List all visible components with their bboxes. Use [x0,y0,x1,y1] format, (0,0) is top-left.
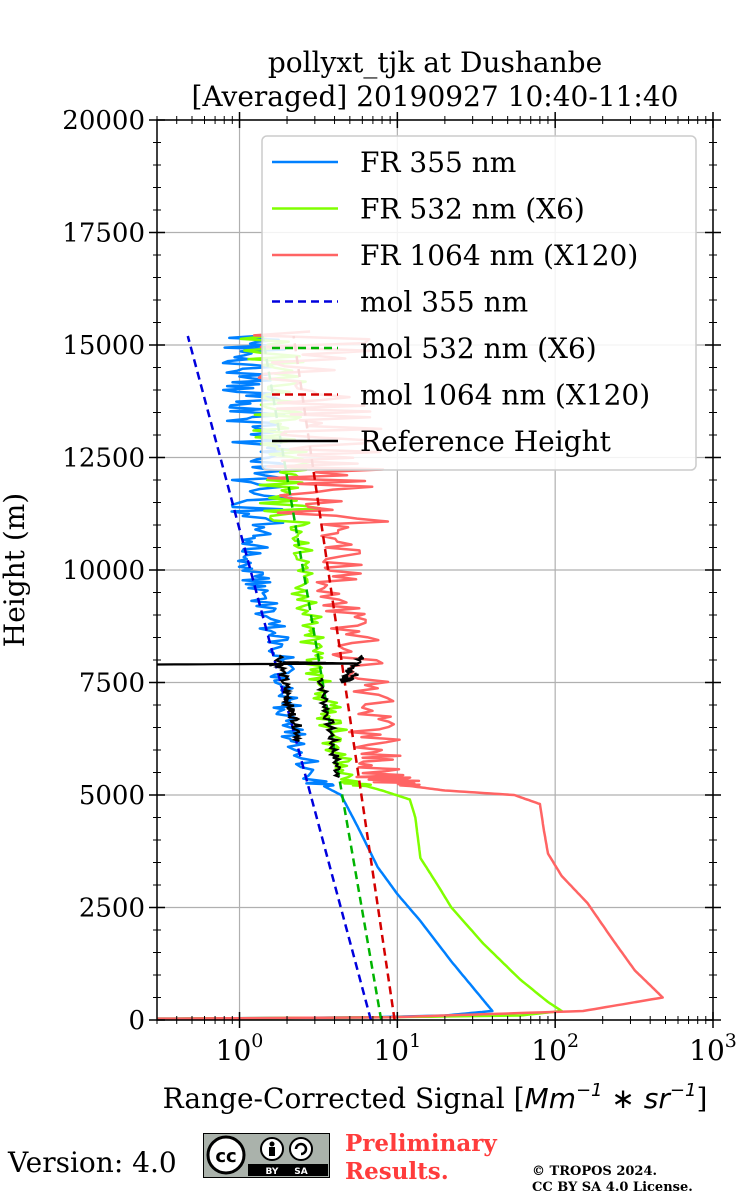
y-tick-label: 20000 [62,106,145,136]
cc-icon [206,1135,246,1175]
x-tick-label: 101 [373,1030,421,1067]
cc-sa-text: SA [294,1167,307,1177]
reference-height-segment [339,654,364,684]
x-tick-label: 102 [531,1030,579,1067]
preliminary-line1: Preliminary [345,1130,497,1157]
legend: FR 355 nm FR 532 nm (X6) FR 1064 nm (X120)… [261,135,697,471]
copyright-line2: CC BY SA 4.0 License. [532,1180,693,1195]
legend-label: mol 1064 nm (X120) [360,379,650,412]
preliminary-notice: Preliminary Results. [345,1130,497,1186]
sa-share-icon [289,1137,313,1161]
x-tick-label: 103 [689,1030,737,1067]
y-tick-labels: 0 2500 5000 7500 10000 12500 15000 17500 20000 [62,106,145,1036]
copyright-line1: © TROPOS 2024. [532,1164,658,1179]
x-axis-label: Range-Corrected Signal [Mm−1 ∗ sr−1] [163,1080,708,1115]
legend-box [261,135,697,471]
legend-label: FR 1064 nm (X120) [360,239,638,272]
version-label: Version: 4.0 [8,1146,177,1179]
y-tick-label: 17500 [62,219,145,249]
legend-label: mol 355 nm [360,286,528,319]
reference-height-segment [273,654,303,743]
cc-by-sa-badge: cc BY SA [203,1133,330,1178]
y-tick-label: 12500 [62,444,145,474]
series-line-2 [157,334,563,1020]
axis-ticks [149,112,721,1028]
series-line-3 [157,330,664,1020]
copyright-notice: © TROPOS 2024. CC BY SA 4.0 License. [532,1164,693,1196]
chart-title-line1: pollyxt_tjk at Dushanbe [268,46,602,79]
y-tick-label: 5000 [79,781,145,811]
x-axis-label-end: ] [696,1082,707,1115]
legend-label: FR 355 nm [360,146,516,179]
legend-label: Reference Height [360,425,612,458]
x-tick-label: 100 [216,1030,264,1067]
x-axis-label-exp2: −1 [670,1080,697,1101]
reference-height-segment [157,661,357,667]
preliminary-line2: Results. [345,1158,449,1185]
y-tick-label: 7500 [79,669,145,699]
legend-label: mol 532 nm (X6) [360,332,597,365]
x-axis-label-mid: ∗ sr [603,1082,672,1115]
y-tick-label: 2500 [79,894,145,924]
y-tick-label: 15000 [62,331,145,361]
cc-by-text: BY [266,1167,279,1177]
series-line-4 [186,335,373,1020]
reference-height-segment [316,677,343,779]
chart-title-line2: [Averaged] 20190927 10:40-11:40 [192,80,679,113]
x-axis-label-exp1: −1 [576,1080,603,1101]
cc-icon-text: cc [215,1146,236,1167]
y-axis-label: Height (m) [0,493,31,647]
y-tick-label: 10000 [62,556,145,586]
x-axis-label-units: Mm [525,1082,576,1115]
x-tick-labels: 100 101 102 103 [216,1030,737,1067]
chart-canvas: pollyxt_tjk at Dushanbe [Averaged] 20190… [0,46,737,1115]
legend-label: FR 532 nm (X6) [360,193,585,226]
y-tick-label: 0 [128,1006,145,1036]
x-axis-label-text: Range-Corrected Signal [ [163,1082,525,1115]
